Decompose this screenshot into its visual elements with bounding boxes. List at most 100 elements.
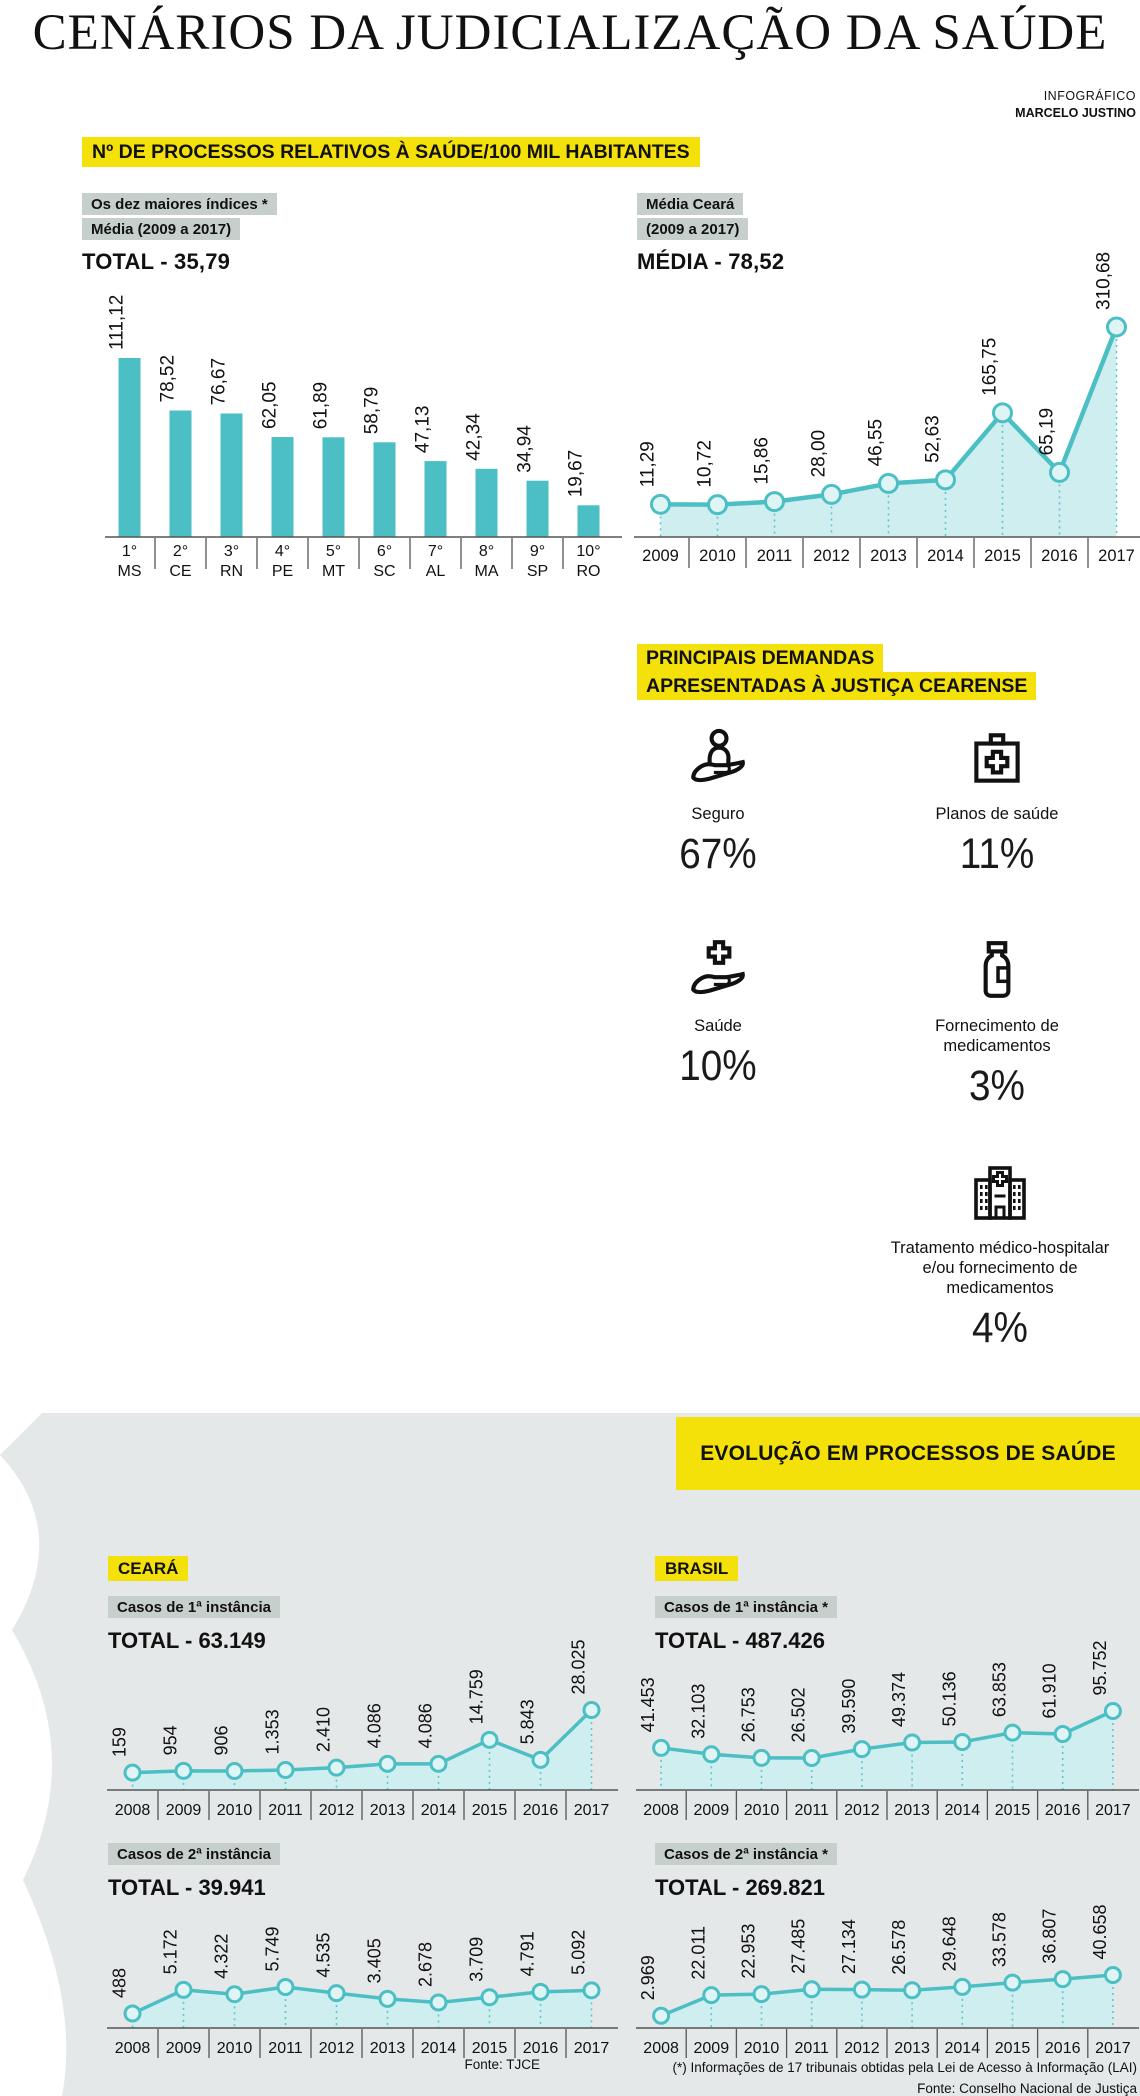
demand-label: Fornecimento de medicamentos <box>935 1017 1059 1055</box>
ceara-1a-tag: Casos de 1ª instância <box>108 1596 280 1618</box>
svg-text:2012: 2012 <box>813 547 850 565</box>
svg-text:2°: 2° <box>173 543 188 560</box>
svg-text:1.353: 1.353 <box>263 1709 283 1754</box>
svg-text:9°: 9° <box>530 543 545 560</box>
svg-text:2015: 2015 <box>472 1802 508 1819</box>
svg-text:2009: 2009 <box>166 1802 202 1819</box>
section-heading-processos: Nº DE PROCESSOS RELATIVOS À SAÚDE/100 MI… <box>82 137 700 167</box>
media-ceara-line-chart: 11,29 10,72 15,86 28,00 46,55 52,63 165,75 65,1… <box>634 252 1140 568</box>
svg-text:1°: 1° <box>122 543 137 560</box>
svg-text:3.709: 3.709 <box>467 1937 487 1982</box>
ranking-chart-block: Os dez maiores índices * Média (2009 a 2… <box>82 193 602 275</box>
svg-text:2009: 2009 <box>166 2040 202 2057</box>
demand-item-fornecimento: Fornecimento de medicamentos 3% <box>887 938 1107 1111</box>
svg-text:2014: 2014 <box>945 1802 981 1819</box>
svg-text:SP: SP <box>527 563 548 580</box>
brasil-1a-tag: Casos de 1ª instância * <box>655 1596 837 1618</box>
svg-text:906: 906 <box>212 1725 232 1755</box>
demand-percent: 67% <box>679 830 757 878</box>
svg-text:61,89: 61,89 <box>311 382 332 430</box>
svg-text:6°: 6° <box>377 543 392 560</box>
svg-text:29.648: 29.648 <box>939 1916 959 1971</box>
svg-text:22.953: 22.953 <box>739 1924 759 1979</box>
svg-text:3°: 3° <box>224 543 239 560</box>
svg-text:34,94: 34,94 <box>515 425 536 473</box>
svg-text:2015: 2015 <box>984 547 1021 565</box>
demand-item-planos: Planos de saúde 11% <box>887 726 1107 879</box>
svg-text:65,19: 65,19 <box>1037 408 1058 456</box>
svg-text:2011: 2011 <box>794 2040 829 2057</box>
demand-percent: 3% <box>969 1062 1025 1110</box>
svg-text:78,52: 78,52 <box>158 355 179 403</box>
svg-text:2017: 2017 <box>1095 2040 1131 2057</box>
svg-text:46,55: 46,55 <box>866 419 887 467</box>
svg-text:SC: SC <box>373 563 395 580</box>
svg-text:111,12: 111,12 <box>107 295 128 350</box>
demand-item-seguro: Seguro 67% <box>608 726 828 879</box>
brasil-2a-line-chart: 2.969 22.011 22.953 27.485 27.134 26.578 29.64… <box>636 1904 1139 2058</box>
svg-text:15,86: 15,86 <box>752 437 773 485</box>
svg-text:11,29: 11,29 <box>638 441 659 487</box>
svg-text:2010: 2010 <box>744 1802 780 1819</box>
demand-label: Tratamento médico-hospitalar e/ou fornec… <box>890 1239 1110 1297</box>
svg-text:2015: 2015 <box>995 2040 1031 2057</box>
svg-text:52,63: 52,63 <box>923 415 944 463</box>
svg-text:488: 488 <box>110 1968 130 1998</box>
demandas-heading: PRINCIPAIS DEMANDAS APRESENTADAS À JUSTI… <box>637 644 1037 700</box>
svg-text:4.791: 4.791 <box>518 1931 538 1976</box>
svg-text:2016: 2016 <box>1045 1802 1081 1819</box>
svg-text:19,67: 19,67 <box>566 450 587 498</box>
svg-text:76,67: 76,67 <box>209 358 230 406</box>
svg-text:2008: 2008 <box>115 2040 151 2057</box>
svg-text:58,79: 58,79 <box>362 387 383 435</box>
medicine-bottle-icon <box>887 938 1107 1004</box>
demand-label: Seguro <box>691 805 745 823</box>
hand-person-icon <box>608 726 828 792</box>
svg-text:4.086: 4.086 <box>416 1703 436 1748</box>
svg-text:4.535: 4.535 <box>314 1933 334 1978</box>
svg-text:165,75: 165,75 <box>980 338 1001 396</box>
svg-text:5°: 5° <box>326 543 341 560</box>
svg-text:MA: MA <box>475 563 499 580</box>
svg-text:2010: 2010 <box>217 2040 253 2057</box>
ceara-2a-total: TOTAL - 39.941 <box>108 1875 266 1900</box>
svg-text:2012: 2012 <box>319 2040 355 2057</box>
svg-text:2008: 2008 <box>643 2040 679 2057</box>
media-total: MÉDIA - 78,52 <box>637 249 785 274</box>
ranking-tag-line1: Os dez maiores índices * <box>82 193 277 215</box>
svg-text:2011: 2011 <box>268 2040 303 2057</box>
credit-name: MARCELO JUSTINO <box>1015 106 1136 120</box>
page-title: CENÁRIOS DA JUDICIALIZAÇÃO DA SAÚDE <box>32 5 1108 61</box>
demand-label: Planos de saúde <box>935 805 1059 823</box>
svg-text:62,05: 62,05 <box>260 381 281 429</box>
source-tjce: Fonte: TJCE <box>464 2057 540 2072</box>
ceara-2a-line-chart: 488 5.172 4.322 5.749 4.535 3.405 2.678 3.709 4.… <box>107 1926 618 2058</box>
svg-text:2016: 2016 <box>1045 2040 1081 2057</box>
svg-text:2011: 2011 <box>757 547 792 565</box>
svg-text:MS: MS <box>118 563 142 580</box>
svg-text:2016: 2016 <box>1041 547 1078 565</box>
demand-percent: 10% <box>679 1042 757 1090</box>
svg-text:95.752: 95.752 <box>1090 1640 1110 1695</box>
svg-text:26.502: 26.502 <box>789 1687 809 1742</box>
svg-text:40.658: 40.658 <box>1090 1904 1110 1959</box>
svg-text:2017: 2017 <box>1098 547 1135 565</box>
svg-text:RO: RO <box>577 563 601 580</box>
svg-text:2015: 2015 <box>995 1802 1031 1819</box>
svg-text:2011: 2011 <box>794 1802 829 1819</box>
brasil-1a-total: TOTAL - 487.426 <box>655 1628 825 1653</box>
svg-text:26.578: 26.578 <box>889 1920 909 1975</box>
svg-text:CE: CE <box>169 563 191 580</box>
svg-text:2008: 2008 <box>643 1802 679 1819</box>
svg-text:2011: 2011 <box>268 1802 303 1819</box>
svg-text:33.578: 33.578 <box>990 1912 1010 1967</box>
svg-text:2013: 2013 <box>894 2040 930 2057</box>
brasil-1a-line-chart: 41.453 32.103 26.753 26.502 39.590 49.374 50.1… <box>636 1640 1139 1820</box>
svg-text:5.172: 5.172 <box>161 1929 181 1974</box>
svg-text:MT: MT <box>322 563 345 580</box>
credit-role: INFOGRÁFICO <box>1043 89 1136 103</box>
svg-text:2012: 2012 <box>844 2040 880 2057</box>
svg-text:63.853: 63.853 <box>990 1662 1010 1717</box>
svg-text:2017: 2017 <box>574 2040 610 2057</box>
